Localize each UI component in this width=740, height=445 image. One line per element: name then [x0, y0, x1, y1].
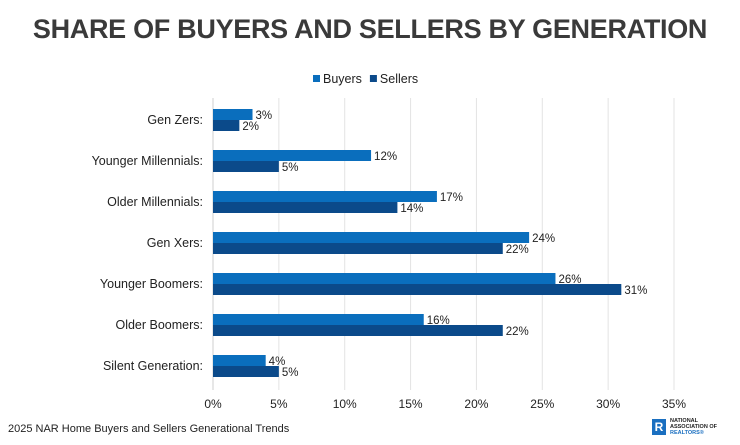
bar-sellers	[213, 366, 279, 377]
data-label: 22%	[506, 244, 529, 256]
category-label: Younger Boomers:	[100, 277, 203, 291]
bar-sellers	[213, 325, 503, 336]
bar-sellers	[213, 161, 279, 172]
category-label: Silent Generation:	[103, 359, 203, 373]
data-label: 14%	[400, 203, 423, 215]
source-note: 2025 NAR Home Buyers and Sellers Generat…	[8, 423, 290, 435]
data-label: 4%	[269, 356, 286, 368]
legend-label-buyers: Buyers	[323, 72, 362, 86]
legend-label-sellers: Sellers	[380, 72, 418, 86]
category-label: Gen Xers:	[147, 236, 203, 250]
legend-swatch-sellers	[369, 75, 377, 82]
legend-swatch-buyers	[313, 75, 320, 82]
bar-buyers	[213, 355, 266, 366]
data-label: 22%	[506, 326, 529, 338]
data-label: 5%	[282, 367, 299, 379]
category-label: Older Boomers:	[115, 318, 203, 332]
x-tick-label: 35%	[662, 397, 686, 411]
x-tick-label: 25%	[530, 397, 554, 411]
nar-logo: R NATIONAL ASSOCIATION OF REALTORS®	[652, 418, 717, 436]
bar-sellers	[213, 202, 398, 213]
data-label: 16%	[427, 315, 450, 327]
data-label: 3%	[256, 110, 273, 122]
bar-buyers	[213, 150, 372, 161]
logo-line-2: ASSOCIATION OF	[670, 424, 717, 430]
x-tick-label: 5%	[270, 397, 288, 411]
bar-buyers	[213, 273, 556, 284]
bar-buyers	[213, 191, 437, 202]
bar-buyers	[213, 109, 253, 120]
data-label: 2%	[242, 121, 259, 133]
bar-sellers	[213, 284, 622, 295]
category-label: Younger Millennials:	[92, 154, 203, 168]
x-tick-label: 15%	[399, 397, 423, 411]
realtor-r-icon: R	[652, 419, 666, 435]
data-label: 5%	[282, 162, 299, 174]
category-label: Gen Zers:	[147, 113, 203, 127]
data-label: 17%	[440, 192, 463, 204]
bar-buyers	[213, 314, 424, 325]
x-tick-label: 0%	[204, 397, 222, 411]
data-label: 12%	[374, 151, 397, 163]
data-label: 24%	[532, 233, 555, 245]
x-tick-label: 20%	[464, 397, 488, 411]
x-tick-label: 10%	[333, 397, 357, 411]
logo-line-3: REALTORS®	[670, 430, 704, 436]
data-label: 26%	[558, 274, 581, 286]
logo-line-1: NATIONAL	[670, 418, 699, 424]
data-label: 31%	[624, 285, 647, 297]
chart-title: SHARE OF BUYERS AND SELLERS BY GENERATIO…	[32, 14, 708, 44]
bar-buyers	[213, 232, 530, 243]
x-tick-label: 30%	[596, 397, 620, 411]
bar-sellers	[213, 243, 503, 254]
bar-sellers	[213, 120, 240, 131]
category-label: Older Millennials:	[107, 195, 203, 209]
